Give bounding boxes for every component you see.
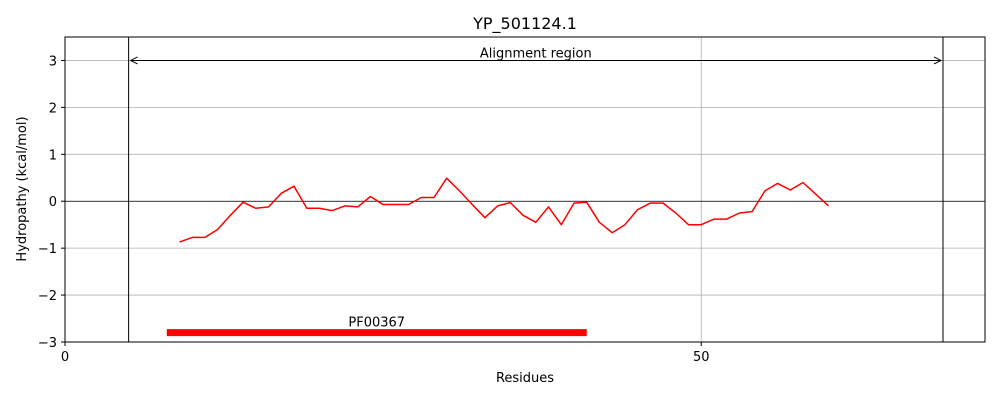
plot-layer: [128, 37, 944, 342]
y-tick-label: 0: [49, 195, 57, 210]
x-tick-label: 50: [693, 350, 710, 365]
alignment-region-label: Alignment region: [480, 46, 592, 61]
y-tick-label: −3: [38, 336, 57, 351]
y-tick-label: 1: [49, 148, 57, 163]
x-axis-label: Residues: [496, 371, 554, 386]
axes: −3 −2 −1 0 1 2 3 0 50: [38, 54, 710, 365]
y-axis-label: Hydropathy (kcal/mol): [15, 116, 30, 261]
plot-frame: [64, 36, 986, 343]
y-tick-label: −2: [38, 289, 57, 304]
y-tick-label: −1: [38, 242, 57, 257]
chart-title: YP_501124.1: [472, 14, 577, 34]
y-tick-label: 3: [49, 54, 57, 69]
alignment-arrow-right-head: [933, 56, 943, 65]
hydropathy-line: [179, 177, 830, 243]
alignment-arrow-left-head: [129, 56, 138, 65]
annotations: Alignment region PF00367: [129, 46, 943, 337]
x-tick-label: 0: [61, 350, 69, 365]
gridlines: [64, 37, 985, 343]
domain-label: PF00367: [348, 316, 405, 331]
y-tick-label: 2: [49, 101, 57, 116]
